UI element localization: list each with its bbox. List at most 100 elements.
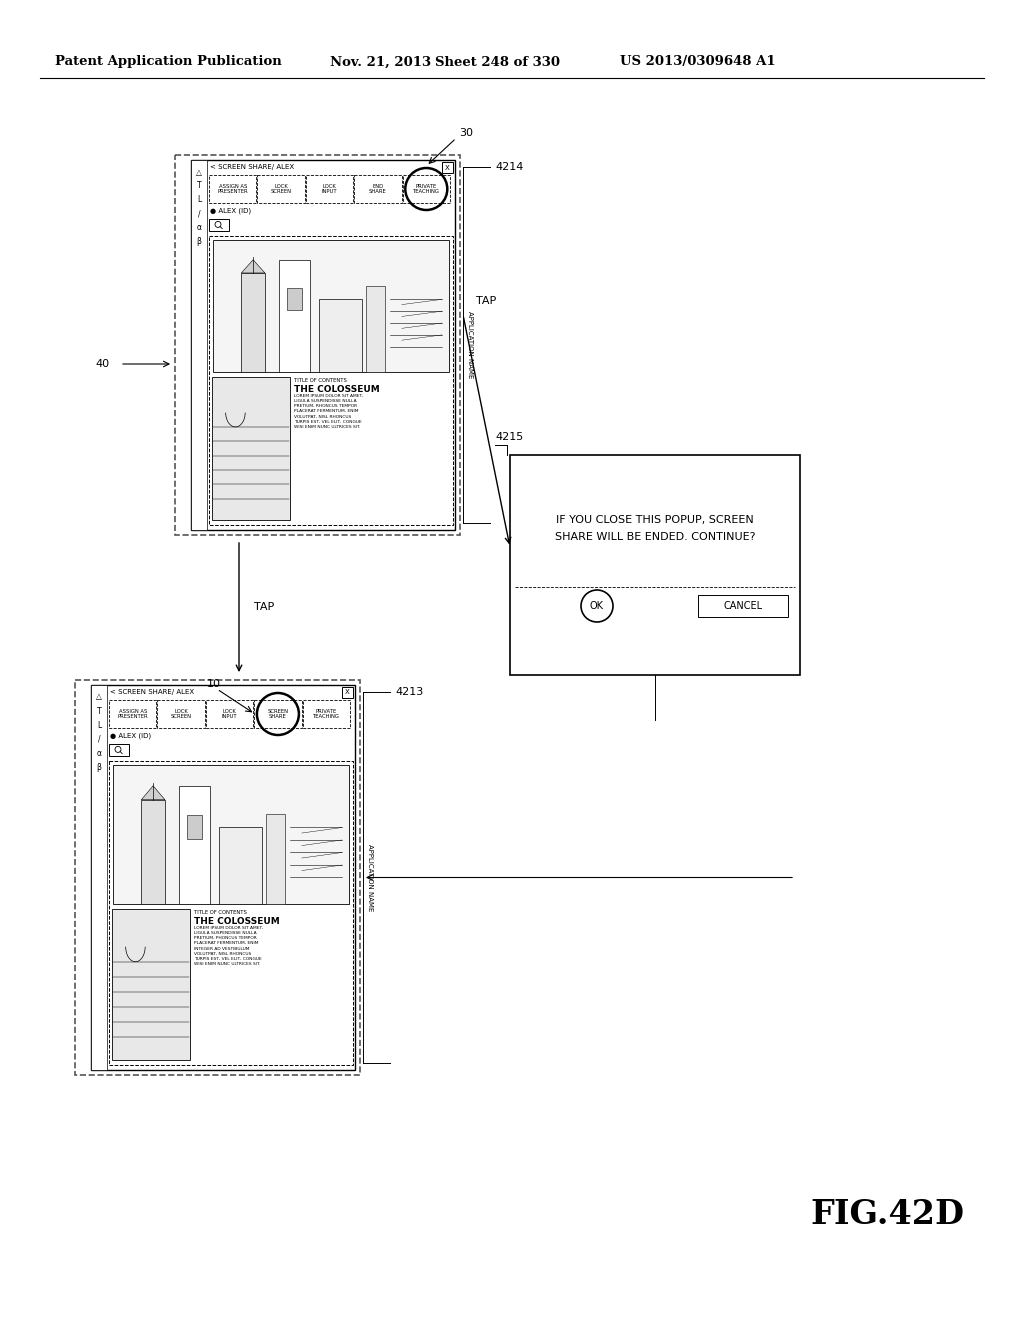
Bar [158,700,205,729]
Text: TAP: TAP [476,296,497,306]
Text: PRIVATE
TEACHING: PRIVATE TEACHING [413,183,439,194]
Text: PRIVATE
TEACHING: PRIVATE TEACHING [313,709,340,719]
Text: ASSIGN AS
PRESENTER: ASSIGN AS PRESENTER [118,709,148,719]
Text: WISI ENIM NUNC ULTRICES SIT.: WISI ENIM NUNC ULTRICES SIT. [195,962,260,966]
Text: CANCEL: CANCEL [723,601,763,611]
Bar [303,700,350,729]
Bar [319,300,361,372]
Bar [109,744,129,756]
Bar [75,680,360,1074]
Text: Patent Application Publication: Patent Application Publication [55,55,282,69]
Text: ● ALEX (ID): ● ALEX (ID) [210,207,251,214]
Text: 4215: 4215 [495,432,523,442]
Bar [367,286,385,372]
Bar [306,176,353,203]
Text: /: / [198,210,201,219]
Text: LIGULA SUSPENDISSE NULLA: LIGULA SUSPENDISSE NULLA [294,399,356,403]
Text: △: △ [96,693,102,701]
Bar [442,162,453,173]
Text: SCREEN
SHARE: SCREEN SHARE [267,709,289,719]
Text: Nov. 21, 2013: Nov. 21, 2013 [330,55,431,69]
Text: APPLICATION NAME: APPLICATION NAME [367,843,373,911]
Text: VOLUTPAT, NISL RHONCUS: VOLUTPAT, NISL RHONCUS [294,414,351,418]
Bar [206,700,253,729]
Text: TITLE OF CONTENTS: TITLE OF CONTENTS [195,909,247,915]
Bar [209,176,256,203]
Bar [213,240,449,372]
Text: X: X [445,165,450,170]
Bar [109,700,157,729]
Text: L: L [197,195,201,205]
Text: LOCK
SCREEN: LOCK SCREEN [171,709,191,719]
Text: X: X [345,689,350,696]
Bar [209,236,453,525]
Text: /: / [97,734,100,743]
Polygon shape [242,260,265,273]
Text: β: β [96,763,101,771]
Bar [219,828,262,904]
Bar [342,686,353,698]
Bar [209,219,229,231]
Bar [179,785,210,904]
Text: ● ALEX (ID): ● ALEX (ID) [110,733,152,739]
Text: LOCK
INPUT: LOCK INPUT [322,183,337,194]
Text: LOCK
INPUT: LOCK INPUT [221,709,238,719]
Bar [280,260,310,372]
Text: < SCREEN SHARE/ ALEX: < SCREEN SHARE/ ALEX [110,689,195,696]
Bar [186,816,202,840]
Text: 4214: 4214 [495,162,523,172]
Bar [257,176,305,203]
Text: THE COLOSSEUM: THE COLOSSEUM [294,385,380,393]
Text: OK: OK [590,601,604,611]
Bar [141,800,165,904]
Text: PRETIUM, PHONCUS TEMPOR: PRETIUM, PHONCUS TEMPOR [195,936,257,940]
Text: THE COLOSSEUM: THE COLOSSEUM [195,917,280,925]
Text: △: △ [196,168,202,177]
Text: WISI ENIM NUNC ULTRICES SIT.: WISI ENIM NUNC ULTRICES SIT. [294,425,360,429]
Text: α: α [197,223,202,232]
Bar [109,762,353,1065]
Text: L: L [97,721,101,730]
Bar [242,273,265,372]
Text: TAP: TAP [254,602,274,612]
Text: Sheet 248 of 330: Sheet 248 of 330 [435,55,560,69]
Text: LOCK
SCREEN: LOCK SCREEN [270,183,292,194]
Text: TITLE OF CONTENTS: TITLE OF CONTENTS [294,378,347,383]
Text: IF YOU CLOSE THIS POPUP, SCREEN: IF YOU CLOSE THIS POPUP, SCREEN [556,515,754,525]
Bar [402,176,450,203]
Text: < SCREEN SHARE/ ALEX: < SCREEN SHARE/ ALEX [210,164,294,170]
Bar [91,685,355,1071]
Text: INTEGER AD VESTIBULUM: INTEGER AD VESTIBULUM [195,946,250,950]
Text: LIGULA SUSPENDISSE NULLA: LIGULA SUSPENDISSE NULLA [195,931,257,935]
Bar [112,909,190,1060]
Text: ASSIGN AS
PRESENTER: ASSIGN AS PRESENTER [217,183,248,194]
Text: PLACERAT FERMENTUM, ENIM: PLACERAT FERMENTUM, ENIM [294,409,358,413]
Text: β: β [197,238,202,247]
Bar [287,288,302,310]
Bar [191,160,455,531]
Text: TURPIS EST, VEL ELIT, CONGUE: TURPIS EST, VEL ELIT, CONGUE [195,957,262,961]
Bar [91,685,106,1071]
Text: 40: 40 [96,359,110,370]
Text: VOLUTPAT, NISL RHONCUS: VOLUTPAT, NISL RHONCUS [195,952,251,956]
Text: SHARE WILL BE ENDED. CONTINUE?: SHARE WILL BE ENDED. CONTINUE? [555,532,756,543]
Bar [266,813,286,904]
Text: 10: 10 [207,678,221,689]
Text: APPLICATION NAME: APPLICATION NAME [467,312,473,379]
Text: TURPIS EST, VEL ELIT, CONGUE: TURPIS EST, VEL ELIT, CONGUE [294,420,361,424]
Text: 4213: 4213 [395,686,423,697]
Text: T: T [96,706,101,715]
Polygon shape [141,785,165,800]
Text: 30: 30 [460,128,473,139]
Bar [191,160,207,531]
Bar [254,700,302,729]
Text: LOREM IPSUM DOLOR SIT AMET,: LOREM IPSUM DOLOR SIT AMET, [294,393,364,397]
Text: US 2013/0309648 A1: US 2013/0309648 A1 [620,55,775,69]
Text: LOREM IPSUM DOLOR SIT AMET,: LOREM IPSUM DOLOR SIT AMET, [195,925,263,929]
Bar [510,455,800,675]
Bar [175,154,460,535]
Text: α: α [96,748,101,758]
Text: FIG.42D: FIG.42D [810,1199,964,1232]
Bar [698,595,788,616]
Text: T: T [197,181,202,190]
